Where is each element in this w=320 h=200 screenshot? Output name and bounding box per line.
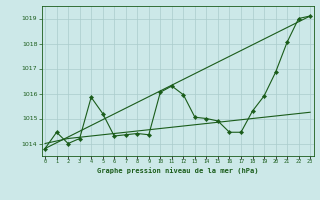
X-axis label: Graphe pression niveau de la mer (hPa): Graphe pression niveau de la mer (hPa) [97, 167, 258, 174]
